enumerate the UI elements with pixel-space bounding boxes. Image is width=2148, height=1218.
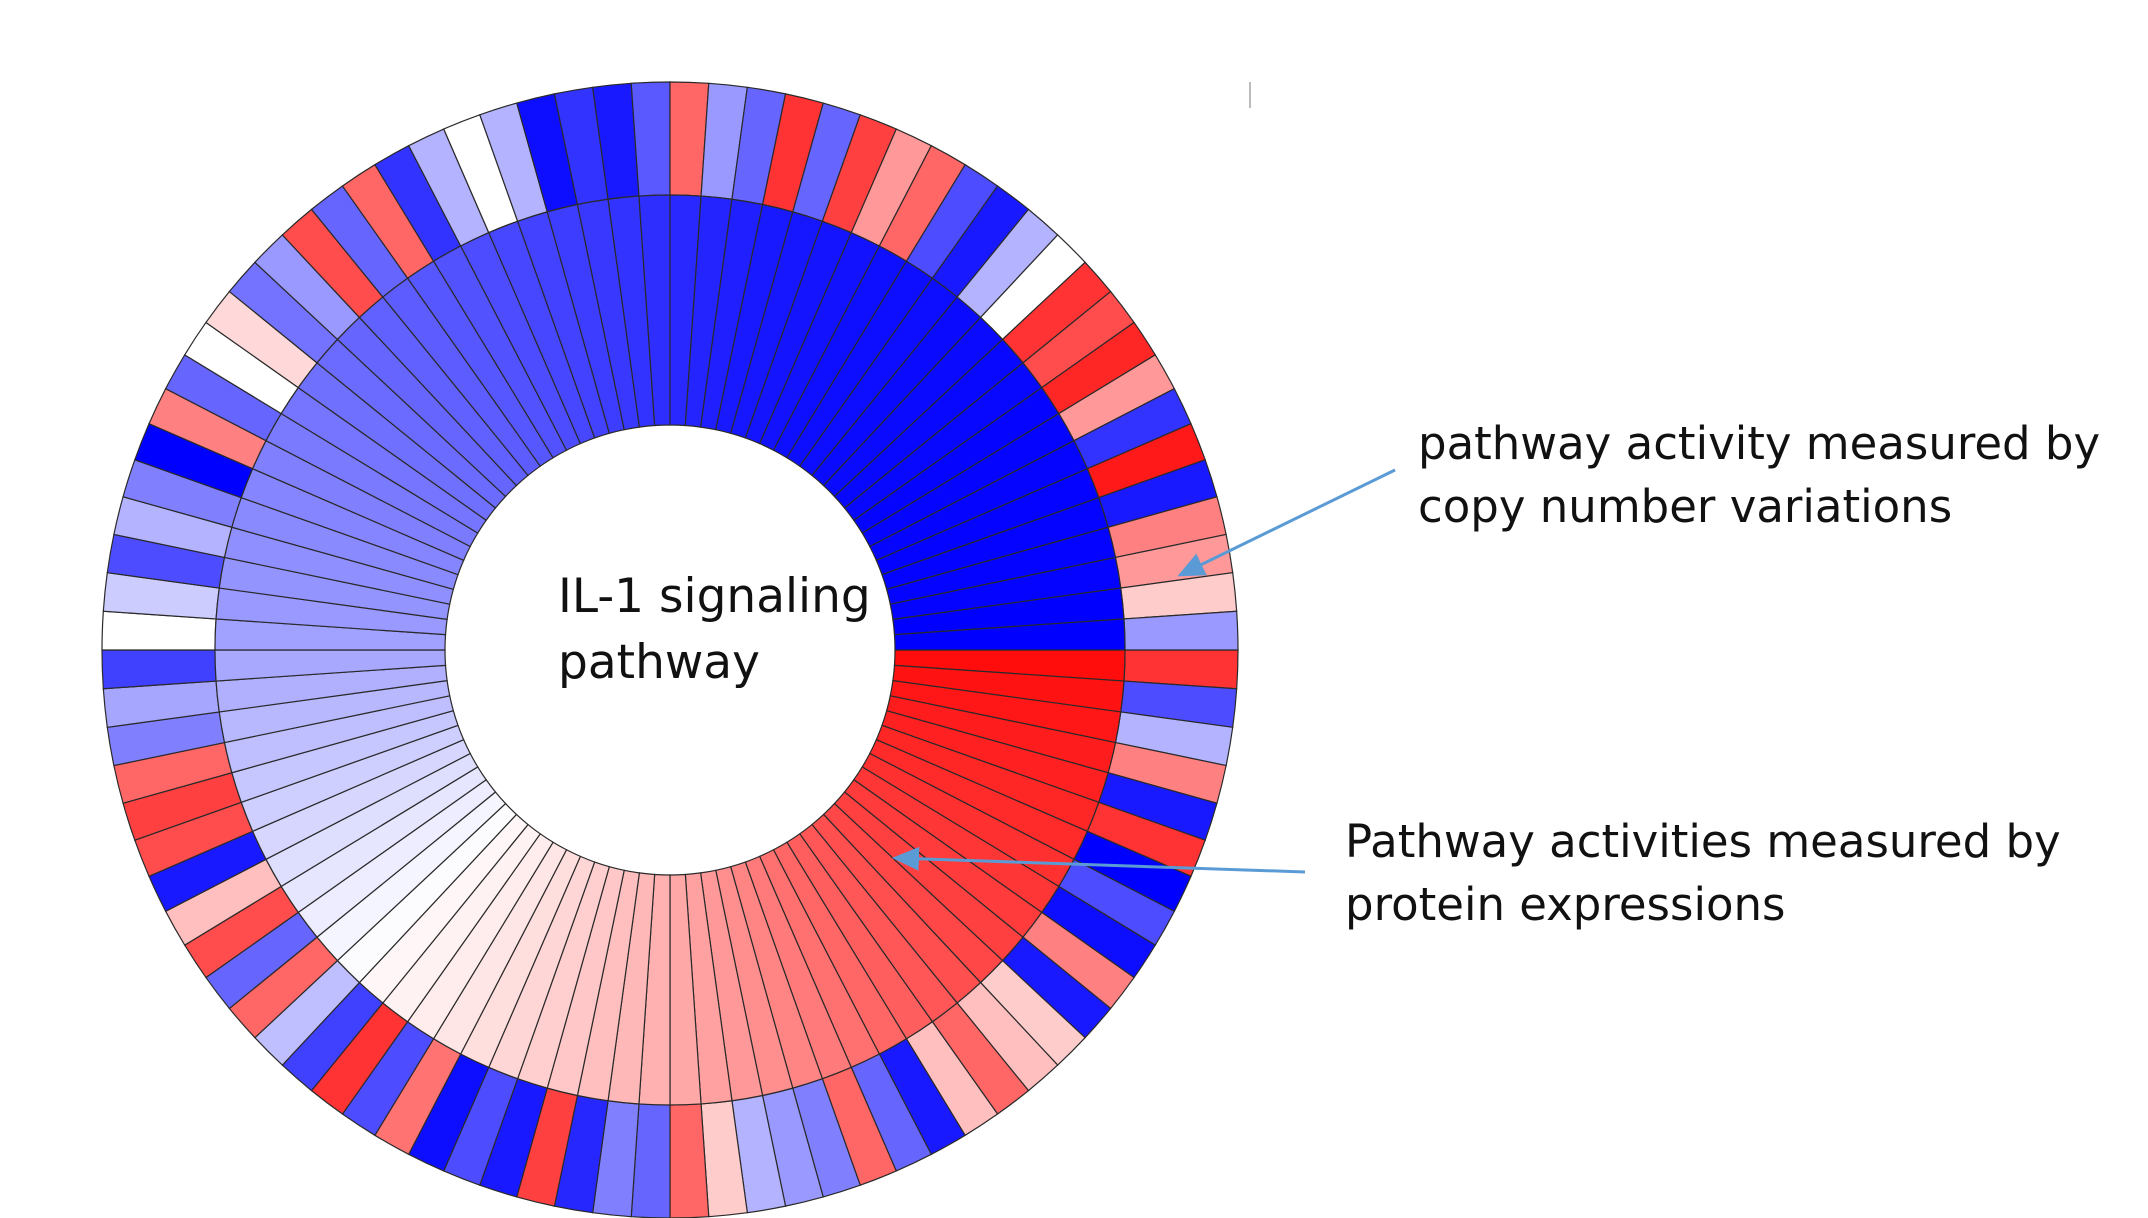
center-label-line-2: pathway <box>558 635 760 690</box>
protein-annotation-label: Pathway activities measured by protein e… <box>1345 815 2075 931</box>
protein-annotation-arrow <box>892 846 1306 874</box>
protein-cell-91 <box>893 618 1126 651</box>
protein-expression-ring <box>214 194 1126 1106</box>
cnv-annotation-label: pathway activity measured by copy number… <box>1418 417 2114 533</box>
protein-annotation-line-1: Pathway activities measured by <box>1345 815 2061 868</box>
cnv-annotation-line-1: pathway activity measured by <box>1418 417 2100 470</box>
protein-annotation-line-2: protein expressions <box>1345 878 1785 931</box>
cnv-annotation-line-2: copy number variations <box>1418 480 1952 533</box>
center-label: IL-1 signaling pathway <box>558 569 886 690</box>
center-label-line-1: IL-1 signaling <box>558 569 871 624</box>
cnv-annotation-arrow <box>1177 468 1396 577</box>
